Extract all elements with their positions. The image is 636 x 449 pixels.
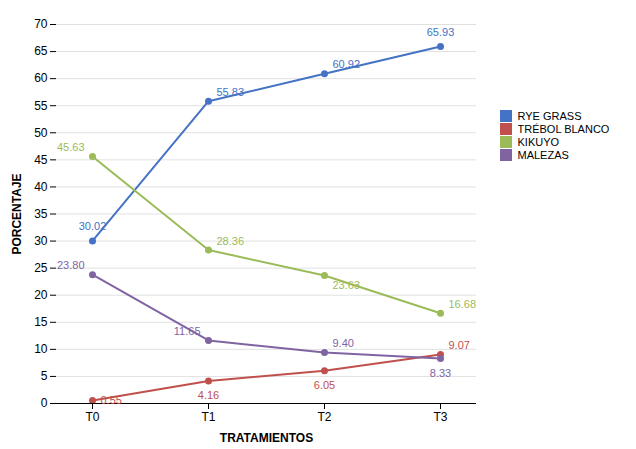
svg-text:T2: T2: [317, 410, 331, 424]
svg-text:0.55: 0.55: [100, 394, 121, 406]
svg-text:70: 70: [34, 17, 48, 31]
html-text:KIKUYO: KIKUYO: [517, 136, 560, 148]
svg-text:4.16: 4.16: [198, 389, 219, 401]
html-text:TRÉBOL BLANCO: TRÉBOL BLANCO: [517, 123, 610, 135]
svg-text:8.33: 8.33: [430, 367, 451, 379]
svg-text:50: 50: [34, 126, 48, 140]
svg-text:9.40: 9.40: [332, 337, 353, 349]
svg-text:16.68: 16.68: [448, 298, 476, 310]
svg-text:9.07: 9.07: [448, 339, 469, 351]
svg-text:45: 45: [34, 153, 48, 167]
svg-text:28.36: 28.36: [216, 235, 244, 247]
svg-text:30.02: 30.02: [79, 220, 107, 232]
svg-text:30: 30: [34, 234, 48, 248]
svg-text:6.05: 6.05: [314, 379, 335, 391]
svg-text:35: 35: [34, 207, 48, 221]
svg-text:15: 15: [34, 315, 48, 329]
svg-text:11.65: 11.65: [174, 325, 201, 337]
svg-text:55.83: 55.83: [216, 86, 244, 98]
html-text:RYE GRASS: RYE GRASS: [517, 110, 582, 122]
svg-text:45.63: 45.63: [57, 141, 85, 153]
svg-text:40: 40: [34, 180, 48, 194]
svg-text:23.80: 23.80: [57, 259, 85, 271]
svg-text:23.63: 23.63: [332, 279, 360, 291]
svg-text:65: 65: [34, 44, 48, 58]
svg-text:25: 25: [34, 261, 48, 275]
svg-text:10: 10: [34, 342, 48, 356]
svg-text:TRATAMIENTOS: TRATAMIENTOS: [220, 431, 313, 445]
svg-text:60: 60: [34, 71, 48, 85]
svg-text:0: 0: [41, 396, 48, 410]
svg-text:5: 5: [41, 369, 48, 383]
svg-text:T1: T1: [201, 410, 215, 424]
svg-text:65.93: 65.93: [427, 26, 455, 38]
svg-text:T0: T0: [85, 410, 99, 424]
svg-text:60.92: 60.92: [332, 58, 360, 70]
html-text:MALEZAS: MALEZAS: [517, 149, 569, 161]
svg-text:55: 55: [34, 99, 48, 113]
svg-text:T3: T3: [433, 410, 447, 424]
svg-text:PORCENTAJE: PORCENTAJE: [10, 173, 24, 254]
svg-text:20: 20: [34, 288, 48, 302]
